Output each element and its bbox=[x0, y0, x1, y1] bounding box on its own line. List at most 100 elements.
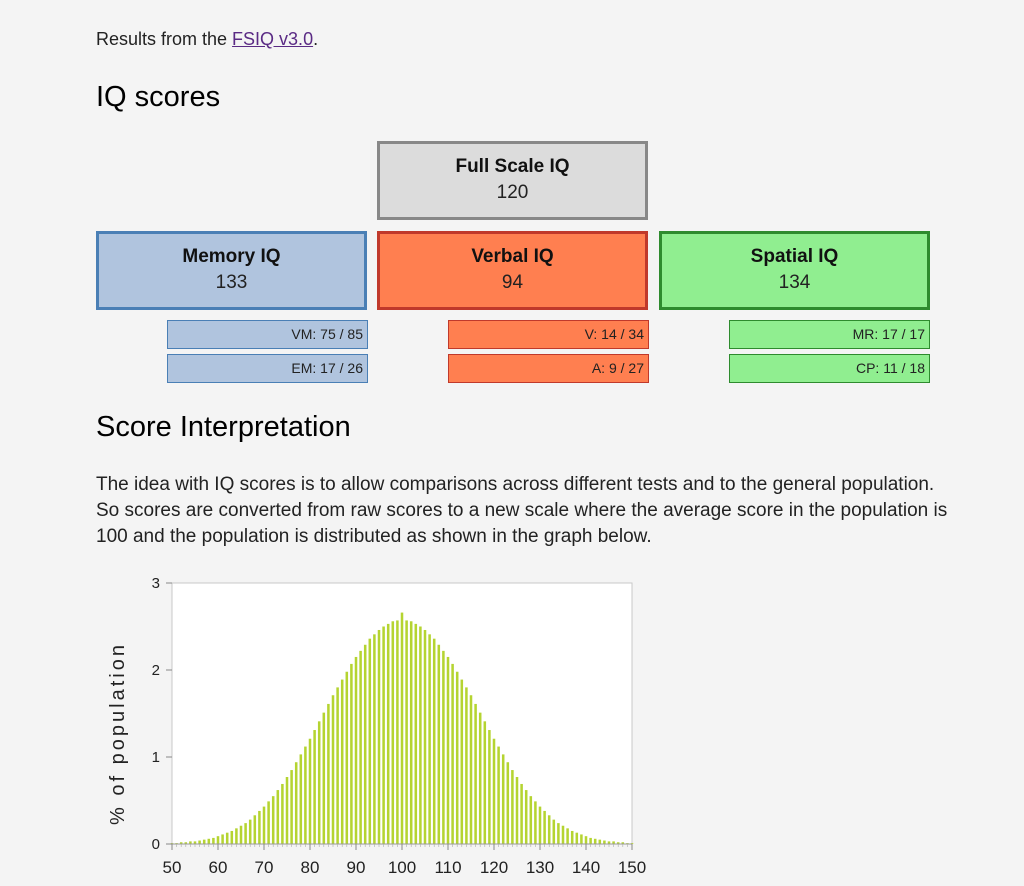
bar-iq-138 bbox=[575, 832, 579, 844]
bar-iq-68 bbox=[253, 815, 257, 844]
bar-iq-130 bbox=[538, 806, 542, 844]
verbal-iq-label: Verbal IQ bbox=[471, 246, 554, 267]
intro-text: Results from the FSIQ v3.0. bbox=[96, 28, 318, 50]
bar-iq-116 bbox=[474, 703, 477, 844]
x-tick-label: 110 bbox=[434, 858, 461, 877]
bar-iq-90 bbox=[354, 656, 358, 844]
bar-iq-101 bbox=[405, 620, 408, 844]
bar-iq-64 bbox=[235, 828, 238, 844]
bar-iq-77 bbox=[294, 762, 298, 844]
bar-iq-145 bbox=[607, 841, 611, 844]
bar-iq-117 bbox=[478, 712, 482, 844]
memory-iq-label: Memory IQ bbox=[182, 246, 281, 267]
spatial-iq-label: Spatial IQ bbox=[750, 246, 839, 267]
bar-iq-142 bbox=[593, 838, 597, 844]
bar-iq-148 bbox=[621, 842, 625, 844]
bar-iq-128 bbox=[529, 796, 533, 844]
subscore-mr: MR: 17 / 17 bbox=[729, 320, 930, 349]
bar-iq-78 bbox=[299, 754, 303, 844]
y-axis: 0 1 2 3 bbox=[152, 575, 172, 853]
bar-iq-124 bbox=[511, 770, 514, 844]
bar-iq-81 bbox=[313, 730, 316, 844]
bar-iq-65 bbox=[239, 825, 243, 844]
bar-iq-103 bbox=[414, 623, 418, 844]
bar-iq-79 bbox=[304, 746, 307, 844]
bar-iq-98 bbox=[391, 621, 395, 844]
x-tick-label: 90 bbox=[347, 858, 366, 877]
bar-iq-136 bbox=[566, 828, 569, 844]
bar-iq-76 bbox=[290, 770, 293, 844]
bar-iq-85 bbox=[331, 695, 335, 844]
bar-iq-87 bbox=[340, 679, 344, 844]
bar-iq-102 bbox=[409, 621, 413, 844]
bar-iq-141 bbox=[589, 837, 592, 844]
bar-iq-93 bbox=[368, 638, 372, 844]
bar-iq-74 bbox=[281, 783, 284, 844]
verbal-iq-box: Verbal IQ 94 bbox=[377, 231, 648, 310]
bar-iq-56 bbox=[198, 840, 201, 844]
bar-iq-100 bbox=[400, 612, 404, 844]
full-scale-iq-label: Full Scale IQ bbox=[455, 156, 570, 177]
bar-iq-95 bbox=[377, 629, 381, 844]
memory-iq-value: 133 bbox=[215, 272, 248, 293]
bar-iq-134 bbox=[557, 823, 560, 844]
x-tick-label: 140 bbox=[572, 858, 600, 877]
bar-iq-150 bbox=[630, 843, 634, 844]
bar-iq-135 bbox=[561, 825, 565, 844]
bar-iq-111 bbox=[451, 663, 454, 844]
intro-suffix: . bbox=[313, 29, 319, 49]
bar-iq-121 bbox=[497, 746, 500, 844]
bar-iq-72 bbox=[271, 796, 275, 844]
spatial-iq-box: Spatial IQ 134 bbox=[659, 231, 930, 310]
bar-iq-80 bbox=[308, 738, 312, 844]
iq-distribution-chart: 50 60 70 80 90 100 110 120 130 140 150 0 1 2 3 % of p… bbox=[107, 575, 646, 877]
bar-iq-120 bbox=[492, 738, 496, 844]
spatial-iq-value: 134 bbox=[778, 272, 811, 293]
full-scale-iq-value: 120 bbox=[496, 182, 529, 203]
subscore-em: EM: 17 / 26 bbox=[167, 354, 368, 383]
y-tick-label: 3 bbox=[152, 575, 160, 592]
bar-iq-105 bbox=[423, 629, 427, 844]
bar-iq-63 bbox=[230, 830, 234, 844]
bar-iq-94 bbox=[373, 634, 376, 844]
bar-iq-53 bbox=[184, 842, 188, 844]
bar-iq-88 bbox=[345, 671, 349, 844]
bar-iq-99 bbox=[396, 620, 399, 844]
intro-prefix: Results from the bbox=[96, 29, 233, 49]
bar-iq-107 bbox=[432, 638, 436, 844]
bar-iq-52 bbox=[179, 842, 183, 844]
full-scale-iq-box: Full Scale IQ 120 bbox=[377, 141, 648, 220]
bar-iq-62 bbox=[225, 832, 229, 844]
bar-iq-67 bbox=[248, 819, 252, 844]
bar-iq-91 bbox=[359, 650, 362, 844]
y-tick-label: 0 bbox=[152, 836, 160, 853]
bar-iq-133 bbox=[552, 819, 556, 844]
x-tick-label: 60 bbox=[209, 858, 228, 877]
bar-iq-97 bbox=[386, 623, 390, 844]
bar-iq-104 bbox=[419, 626, 422, 844]
fsiq-link[interactable]: FSIQ v3.0 bbox=[232, 29, 314, 49]
bar-iq-86 bbox=[336, 687, 339, 844]
bar-iq-119 bbox=[488, 730, 491, 844]
bar-iq-122 bbox=[501, 754, 505, 844]
subscore-cp: CP: 11 / 18 bbox=[729, 354, 930, 383]
bar-iq-131 bbox=[543, 810, 546, 844]
bar-iq-113 bbox=[460, 679, 464, 844]
bar-iq-60 bbox=[216, 836, 220, 844]
bar-iq-146 bbox=[612, 841, 615, 844]
subscore-v: V: 14 / 34 bbox=[448, 320, 649, 349]
memory-iq-box: Memory IQ 133 bbox=[96, 231, 367, 310]
bar-iq-127 bbox=[524, 790, 528, 844]
bar-iq-83 bbox=[322, 712, 326, 844]
bar-iq-73 bbox=[276, 790, 280, 844]
x-axis: 50 60 70 80 90 100 110 120 130 140 150 bbox=[163, 843, 646, 877]
bar-iq-123 bbox=[506, 762, 510, 844]
bar-iq-55 bbox=[193, 841, 197, 844]
bar-iq-125 bbox=[515, 777, 519, 844]
bar-iq-59 bbox=[212, 837, 215, 844]
bar-iq-115 bbox=[469, 695, 473, 844]
bar-iq-66 bbox=[244, 823, 247, 844]
bar-iq-129 bbox=[534, 801, 537, 844]
x-tick-label: 80 bbox=[301, 858, 320, 877]
subscore-a: A: 9 / 27 bbox=[448, 354, 649, 383]
